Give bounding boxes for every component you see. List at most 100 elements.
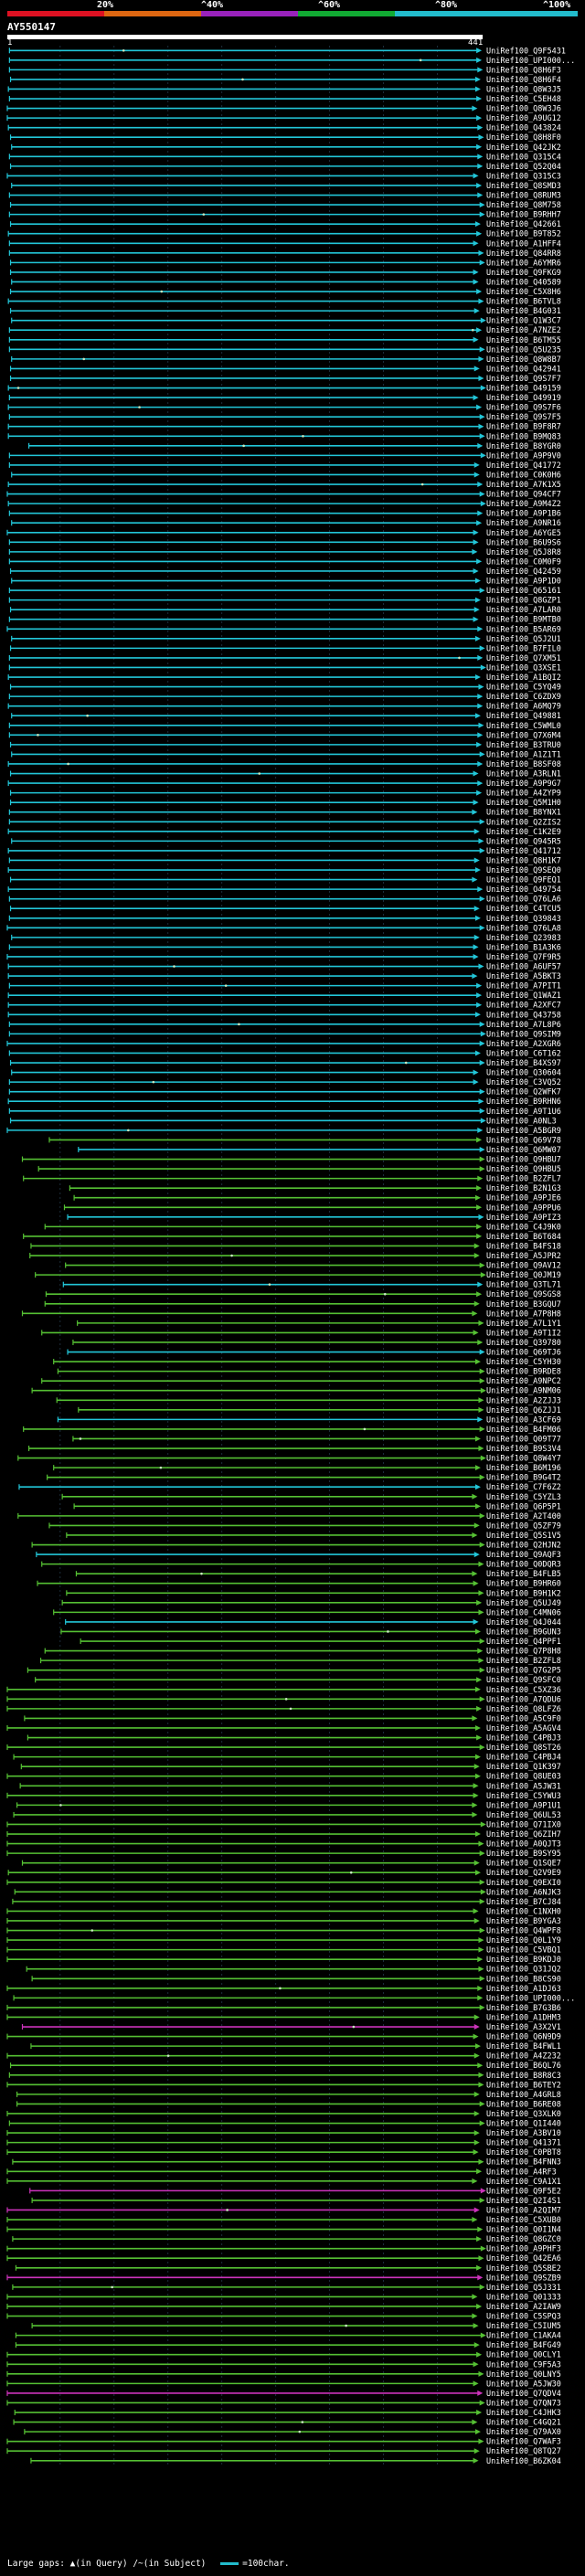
hit-label: UniRef100_Q9AV12	[486, 1262, 561, 1271]
hit-label: UniRef100_A7L1Y1	[486, 1320, 561, 1329]
hit-label: UniRef100_Q5SBE2	[486, 2264, 561, 2274]
hit-label: UniRef100_A7NZE2	[486, 326, 561, 335]
alignment-arrow	[476, 741, 483, 747]
alignment-arrow	[477, 2062, 484, 2069]
hit-label: UniRef100_A6NJK3	[486, 1888, 561, 1897]
gap-marker	[90, 1929, 94, 1932]
legend-scale-key	[220, 2562, 239, 2565]
alignment-arrow	[479, 1927, 485, 1934]
hit-label: UniRef100_C6T162	[486, 1049, 561, 1058]
alignment-arrow	[474, 713, 481, 719]
alignment-arrow	[479, 346, 485, 353]
alignment-arrow	[479, 1696, 485, 1702]
hit-label: UniRef100_B2ZFL8	[486, 1657, 561, 1666]
hit-label: UniRef100_Q315C3	[486, 172, 561, 181]
hit-label: UniRef100_Q9FEQ1	[486, 876, 561, 885]
hit-label: UniRef100_Q69V78	[486, 1136, 561, 1145]
alignment-arrow	[480, 1387, 486, 1394]
alignment-arrow	[477, 694, 484, 700]
alignment-arrow	[477, 1995, 484, 2001]
alignment-arrow	[473, 944, 479, 950]
alignment-arrow	[474, 1831, 481, 1838]
legend-large-gaps: Large gaps:	[7, 2559, 65, 2569]
alignment-arrow	[478, 1098, 484, 1105]
alignment-arrow	[479, 1976, 485, 1982]
gap-marker	[419, 58, 422, 62]
alignment-arrow	[474, 1050, 481, 1056]
hit-label: UniRef100_A2T400	[486, 1512, 561, 1521]
hit-label: UniRef100_C4PBJ4	[486, 1754, 561, 1763]
hit-label: UniRef100_Q9EXI0	[486, 1879, 561, 1888]
alignment-arrow	[474, 1465, 481, 1471]
hit-label: UniRef100_Q42EA6	[486, 2254, 561, 2263]
alignment-arrow	[473, 1783, 479, 1789]
alignment-arrow	[473, 308, 480, 314]
gap-marker	[302, 434, 304, 438]
alignment-arrow	[477, 1416, 484, 1423]
alignment-arrow	[478, 1214, 484, 1220]
hit-label: UniRef100_Q0JM19	[486, 1271, 561, 1280]
alignment-arrow	[476, 143, 483, 150]
hit-label: UniRef100_Q8W8B7	[486, 355, 561, 365]
hit-label: UniRef100_Q8LFZ6	[486, 1705, 561, 1714]
alignment-arrow	[473, 395, 479, 401]
alignment-arrow	[479, 2120, 485, 2126]
alignment-arrow	[479, 1542, 485, 1548]
hit-label: UniRef100_A7L8P6	[486, 1021, 561, 1030]
alignment-arrow	[473, 800, 479, 806]
alignment-arrow	[477, 192, 484, 198]
alignment-arrow	[479, 819, 485, 825]
alignment-arrow	[479, 1744, 485, 1751]
alignment-arrow	[478, 1946, 484, 1953]
hit-label: UniRef100_Q2I4S1	[486, 2197, 561, 2206]
alignment-arrow	[479, 1879, 485, 1885]
hit-label: UniRef100_Q0LNY5	[486, 2370, 561, 2380]
hit-label: UniRef100_B9KDJ0	[486, 1956, 561, 1965]
hit-label: UniRef100_B9RHH7	[486, 211, 561, 220]
alignment-arrow	[476, 182, 483, 188]
alignment-arrow	[479, 1108, 485, 1114]
alignment-arrow	[472, 809, 478, 815]
hit-label: UniRef100_A9PPU6	[486, 1203, 561, 1213]
hit-label: UniRef100_Q7QDV4	[486, 2390, 561, 2399]
alignment-arrow	[474, 597, 481, 603]
alignment-arrow	[477, 67, 484, 73]
gap-marker	[111, 2285, 113, 2289]
hit-label: UniRef100_Q6MW07	[486, 1146, 561, 1155]
hit-label: UniRef100_B8YGR0	[486, 442, 561, 451]
alignment-arrow	[474, 578, 481, 584]
alignment-arrow	[477, 2274, 484, 2281]
query-id: AY550147	[7, 21, 56, 33]
alignment-arrow	[472, 1811, 478, 1818]
alignment-arrow	[474, 2429, 481, 2435]
hit-label: UniRef100_B1A3K6	[486, 943, 561, 952]
hit-label: UniRef100_B6TEY2	[486, 2081, 561, 2090]
identity-colorbar-1	[104, 11, 201, 16]
alignment-arrow	[476, 1705, 483, 1712]
hit-label: UniRef100_B9MTB0	[486, 616, 561, 625]
alignment-arrow	[476, 1137, 483, 1143]
hit-label: UniRef100_Q5UJ49	[486, 1599, 561, 1608]
alignment-arrow	[480, 2332, 486, 2338]
hit-label: UniRef100_C5YH30	[486, 1358, 561, 1367]
hit-label: UniRef100_C6ZDX9	[486, 693, 561, 702]
hit-label: UniRef100_B5AR69	[486, 625, 561, 634]
alignment-arrow	[477, 1339, 484, 1345]
legend-gap-in-query: ▲(in Query)	[69, 2559, 128, 2569]
hit-label: UniRef100_Q7WAF3	[486, 2438, 561, 2447]
hit-label: UniRef100_Q5J8R8	[486, 548, 561, 557]
alignment-arrow	[479, 1898, 485, 1904]
alignment-arrow	[476, 230, 483, 237]
alignment-arrow	[474, 1436, 481, 1442]
hit-label: UniRef100_Q7XM51	[486, 654, 561, 663]
alignment-arrow	[474, 1194, 481, 1201]
hit-label: UniRef100_Q1WAZ1	[486, 991, 561, 1001]
alignment-arrow	[479, 1667, 485, 1673]
alignment-arrow	[479, 433, 485, 440]
hit-label: UniRef100_C4JHK3	[486, 2409, 561, 2418]
alignment-arrow	[479, 896, 485, 902]
hit-label: UniRef100_Q69TJ6	[486, 1349, 561, 1358]
alignment-arrow	[476, 1002, 483, 1008]
hit-label: UniRef100_Q94CF7	[486, 491, 561, 500]
alignment-arrow	[473, 1079, 479, 1086]
